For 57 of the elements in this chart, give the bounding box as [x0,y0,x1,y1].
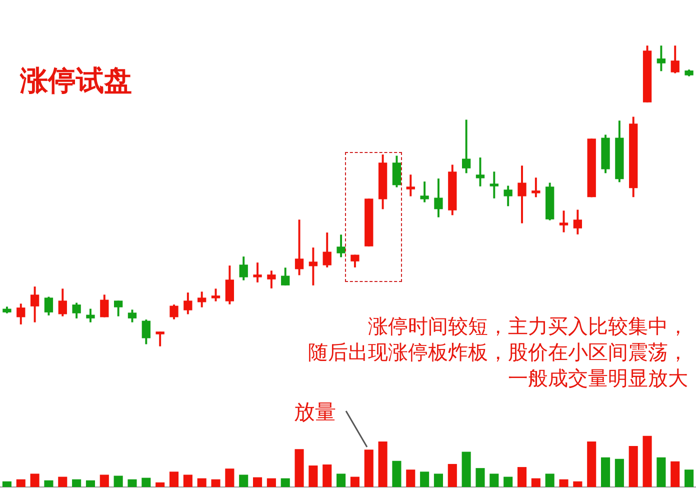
bar [684,470,694,487]
text: 涨停试盘 [20,63,132,99]
bar [142,478,151,487]
text: 放量 [294,399,336,426]
bar [656,457,666,487]
bar [280,478,290,487]
bar [420,472,430,487]
bar [169,472,179,487]
bar [462,452,471,487]
bar [587,441,596,487]
bar [100,474,109,487]
bar [86,480,96,487]
bar [350,476,360,487]
bar [517,467,527,487]
bar [156,482,165,487]
bar [364,450,374,487]
candlestick [490,172,498,198]
bar [476,468,485,487]
bar [211,479,220,487]
bar [239,474,248,487]
bar [336,474,346,487]
bar [114,476,123,487]
bar [16,479,26,487]
bar [308,466,318,487]
bar [183,474,192,487]
bar [434,474,444,487]
bar [642,436,652,487]
bar [614,458,624,487]
bar [322,464,332,487]
bar [504,476,513,487]
candlestick [308,248,318,286]
bar [72,479,82,487]
bar [490,474,499,487]
annotation: 涨停时间较短，主力买入比较集中， [367,313,688,339]
bar [294,449,304,487]
bar [670,461,680,487]
bar [2,481,12,487]
bar [58,476,68,487]
bar [628,446,638,487]
bar [197,478,206,487]
bar [378,441,388,487]
bar [600,457,610,487]
bar [406,470,416,487]
bar [30,474,40,487]
bar [252,477,262,487]
bar [44,480,54,487]
bar [225,468,234,487]
bar [266,478,276,487]
bar [392,460,402,487]
bar [448,464,457,487]
bar [128,479,137,487]
bar [573,481,582,487]
bar [559,479,568,487]
bar [545,474,554,487]
text: 一般成交量明显放大 [507,365,688,391]
bar [531,478,540,487]
annotation: 随后出现涨停板炸板，股价在小区间震荡， [308,339,688,365]
